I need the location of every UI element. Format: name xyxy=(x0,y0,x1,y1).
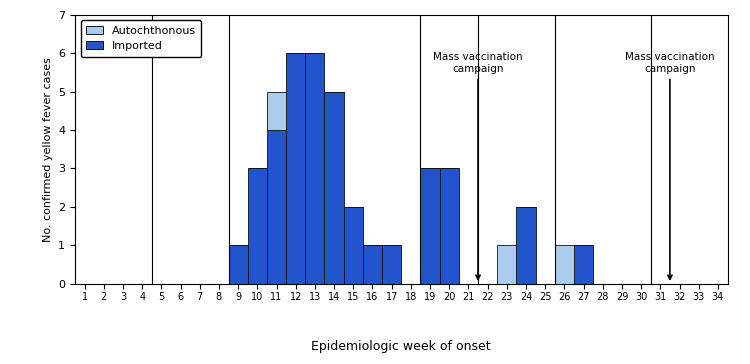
Bar xyxy=(267,130,286,284)
Bar xyxy=(267,91,286,130)
Legend: Autochthonous, Imported: Autochthonous, Imported xyxy=(80,20,201,57)
Bar xyxy=(574,245,593,284)
Bar xyxy=(344,207,363,284)
Bar xyxy=(555,245,574,284)
Bar xyxy=(421,169,440,284)
Y-axis label: No. confirmed yellow fever cases: No. confirmed yellow fever cases xyxy=(43,57,52,242)
Bar xyxy=(440,169,459,284)
Bar xyxy=(497,245,517,284)
Bar xyxy=(363,245,382,284)
Text: Mass vaccination
campaign: Mass vaccination campaign xyxy=(625,52,715,279)
Bar xyxy=(286,53,305,284)
Bar xyxy=(325,91,344,284)
Text: Mass vaccination
campaign: Mass vaccination campaign xyxy=(433,52,523,279)
Bar xyxy=(248,169,267,284)
X-axis label: Epidemiologic week of onset: Epidemiologic week of onset xyxy=(311,340,491,353)
Bar xyxy=(517,207,536,284)
Bar xyxy=(382,245,401,284)
Bar xyxy=(305,53,325,284)
Bar xyxy=(229,245,248,284)
